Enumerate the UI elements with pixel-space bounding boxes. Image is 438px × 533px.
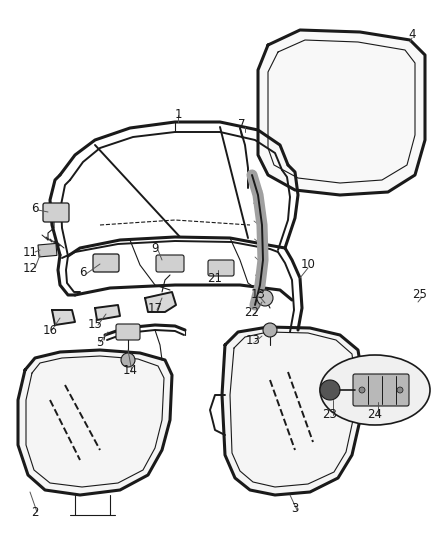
Text: 14: 14 (123, 364, 138, 376)
Text: 6: 6 (31, 201, 39, 214)
FancyBboxPatch shape (156, 255, 184, 272)
Text: 25: 25 (413, 288, 427, 302)
FancyBboxPatch shape (93, 254, 119, 272)
Ellipse shape (320, 355, 430, 425)
Text: 7: 7 (238, 118, 246, 132)
Text: 23: 23 (322, 408, 337, 422)
Text: 13: 13 (251, 288, 265, 302)
Text: 16: 16 (42, 324, 57, 336)
Text: 13: 13 (246, 334, 261, 346)
Text: 24: 24 (367, 408, 382, 422)
Polygon shape (95, 305, 120, 320)
Circle shape (320, 380, 340, 400)
Bar (38, 244, 57, 257)
Text: 15: 15 (88, 319, 102, 332)
Text: 10: 10 (300, 259, 315, 271)
Text: 3: 3 (291, 502, 299, 514)
Circle shape (121, 353, 135, 367)
Circle shape (257, 290, 273, 306)
Text: 2: 2 (31, 505, 39, 519)
Polygon shape (222, 327, 362, 495)
FancyBboxPatch shape (43, 203, 69, 222)
FancyBboxPatch shape (116, 324, 140, 340)
Circle shape (263, 323, 277, 337)
Text: 1: 1 (174, 109, 182, 122)
Text: 22: 22 (244, 305, 259, 319)
Text: 11: 11 (22, 246, 38, 259)
Polygon shape (145, 292, 176, 312)
Polygon shape (258, 30, 425, 195)
Text: 21: 21 (208, 271, 223, 285)
Text: 12: 12 (22, 262, 38, 274)
Polygon shape (18, 350, 172, 495)
Text: 6: 6 (79, 265, 87, 279)
Polygon shape (52, 310, 75, 325)
Circle shape (397, 387, 403, 393)
FancyBboxPatch shape (353, 374, 409, 406)
Text: 17: 17 (148, 302, 162, 314)
Text: 4: 4 (408, 28, 416, 42)
Text: 9: 9 (151, 241, 159, 254)
Text: 5: 5 (96, 335, 104, 349)
FancyBboxPatch shape (208, 260, 234, 276)
Circle shape (359, 387, 365, 393)
